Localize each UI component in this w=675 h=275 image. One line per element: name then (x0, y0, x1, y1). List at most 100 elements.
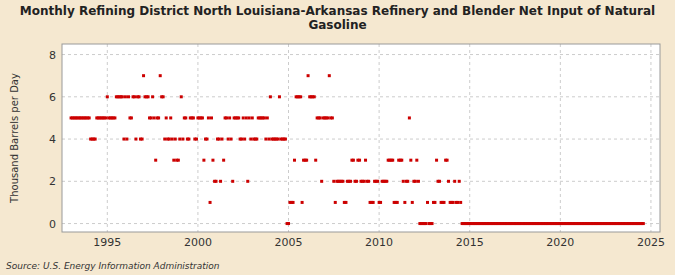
point (162, 95, 165, 98)
point (344, 201, 347, 204)
point (180, 95, 183, 98)
point (305, 159, 308, 162)
point (264, 138, 267, 141)
point (379, 201, 382, 204)
point (133, 95, 136, 98)
title-line: Gasoline (308, 18, 366, 32)
point (104, 116, 107, 119)
x-tick-label: 2015 (456, 236, 484, 249)
point (177, 159, 180, 162)
point (299, 95, 302, 98)
x-tick-label: 2020 (546, 236, 574, 249)
point (408, 116, 411, 119)
point (210, 116, 213, 119)
point (355, 180, 358, 183)
point (402, 180, 405, 183)
point (456, 201, 459, 204)
point (424, 222, 427, 225)
point (642, 222, 645, 225)
point (113, 116, 116, 119)
point (415, 159, 418, 162)
point (248, 116, 251, 119)
point (269, 95, 272, 98)
y-grid-line (62, 223, 660, 224)
point (396, 201, 399, 204)
point (446, 159, 449, 162)
point (255, 138, 258, 141)
point (249, 138, 252, 141)
point (134, 138, 137, 141)
point (251, 116, 254, 119)
y-tick-label: 6 (49, 91, 56, 104)
point (426, 201, 429, 204)
point (174, 138, 177, 141)
point (263, 116, 266, 119)
point (181, 138, 184, 141)
point (267, 138, 270, 141)
point (332, 180, 335, 183)
x-grid-line (650, 44, 651, 232)
point (159, 74, 162, 77)
point (209, 201, 212, 204)
point (314, 159, 317, 162)
grid (62, 44, 660, 232)
point (243, 138, 246, 141)
point (307, 74, 310, 77)
point (240, 138, 243, 141)
point (293, 159, 296, 162)
point (400, 159, 403, 162)
point (435, 159, 438, 162)
point (228, 116, 231, 119)
point (122, 138, 125, 141)
point (227, 138, 230, 141)
point (202, 159, 205, 162)
y-tick-label: 2 (49, 175, 56, 188)
point (438, 180, 441, 183)
point (403, 201, 406, 204)
point (221, 138, 224, 141)
x-grid-line (469, 44, 470, 232)
y-tick-label: 0 (49, 218, 56, 231)
point (331, 116, 334, 119)
point (266, 116, 269, 119)
point (442, 201, 445, 204)
point (452, 201, 455, 204)
y-grid-line (62, 96, 660, 97)
point (367, 180, 370, 183)
point (211, 159, 214, 162)
point (334, 201, 337, 204)
point (219, 180, 222, 183)
point (409, 159, 412, 162)
point (341, 180, 344, 183)
point (406, 180, 409, 183)
point (171, 138, 174, 141)
plot-frame (62, 44, 660, 232)
point (417, 180, 420, 183)
point (349, 180, 352, 183)
y-tick-label: 4 (49, 133, 56, 146)
x-grid-line (560, 44, 561, 232)
x-tick-label: 2010 (365, 236, 393, 249)
point (230, 138, 233, 141)
point (163, 138, 166, 141)
point (458, 180, 461, 183)
point (231, 180, 234, 183)
point (165, 116, 168, 119)
point (154, 159, 157, 162)
point (433, 201, 436, 204)
point (106, 95, 109, 98)
point (246, 180, 249, 183)
point (277, 138, 280, 141)
y-grid-line (62, 54, 660, 55)
point (125, 138, 128, 141)
point (195, 138, 198, 141)
point (301, 201, 304, 204)
point (141, 138, 144, 141)
point (245, 116, 248, 119)
x-tick-label: 2005 (275, 236, 303, 249)
x-tick-label: 2000 (184, 236, 212, 249)
point (358, 159, 361, 162)
point (447, 180, 450, 183)
point (278, 95, 281, 98)
point (192, 116, 195, 119)
